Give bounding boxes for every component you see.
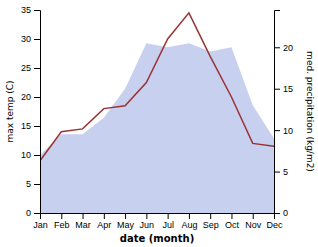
tick: 10 <box>274 126 293 136</box>
tick: May <box>117 213 135 230</box>
tick-label: Dec <box>266 220 283 230</box>
tick-mark <box>274 172 280 173</box>
tick-label: 0 <box>283 208 288 218</box>
tick-mark <box>125 213 126 219</box>
tick: Dec <box>266 213 283 230</box>
plot-area <box>40 13 274 213</box>
tick-mark <box>34 126 40 127</box>
tick-mark <box>104 213 105 219</box>
tick-label: 20 <box>21 92 31 102</box>
y-axis: 0 5 10 15 20 25 30 35 <box>21 5 41 218</box>
tick-mark <box>274 89 280 90</box>
tick-label: Nov <box>245 220 262 230</box>
tick: Apr <box>97 213 111 230</box>
tick-label: Oct <box>225 220 240 230</box>
tick-label: 35 <box>21 5 31 15</box>
tick-label: Apr <box>97 220 111 230</box>
tick-label: May <box>117 220 135 230</box>
tick: Mar <box>75 213 91 230</box>
axis-line <box>41 214 275 220</box>
tick: 0 <box>274 208 288 218</box>
tick-label: 30 <box>21 34 31 44</box>
tick-mark <box>146 213 147 219</box>
tick-mark <box>168 213 169 219</box>
tick-mark <box>34 68 40 69</box>
tick-mark <box>34 39 40 40</box>
tick: 5 <box>274 167 288 177</box>
tick-label: 0 <box>26 208 31 218</box>
tick-mark <box>274 130 280 131</box>
tick-label: 5 <box>283 167 288 177</box>
y2-axis-title: med. precipitation (kg/m2) <box>305 51 315 172</box>
tick-mark <box>189 213 190 219</box>
tick-mark <box>34 10 40 11</box>
axis-line <box>34 11 41 214</box>
tick: 0 <box>26 208 40 218</box>
tick-label: 20 <box>283 43 293 53</box>
tick-mark <box>34 97 40 98</box>
tick-mark <box>210 213 211 219</box>
tick-mark <box>231 213 232 219</box>
tick: Jan <box>33 213 48 230</box>
tick-label: 25 <box>21 63 31 73</box>
axis-line <box>275 11 281 214</box>
y-axis-title: max temp (C) <box>5 80 15 142</box>
precip-area <box>40 43 274 213</box>
tick-label: 5 <box>26 179 31 189</box>
tick: 15 <box>21 121 40 131</box>
temp-line <box>40 13 274 161</box>
tick-mark <box>253 213 254 219</box>
tick-label: 15 <box>283 84 293 94</box>
tick: 20 <box>274 43 293 53</box>
tick: Oct <box>225 213 240 230</box>
x-axis-title: date (month) <box>120 233 194 244</box>
tick: 5 <box>26 179 40 189</box>
tick: 10 <box>21 150 40 160</box>
tick-mark <box>34 155 40 156</box>
tick: 20 <box>21 92 40 102</box>
tick-label: Sep <box>203 220 219 230</box>
tick-label: Aug <box>181 220 197 230</box>
tick: Feb <box>54 213 70 230</box>
tick-label: Mar <box>75 220 91 230</box>
chart: JanFebMarAprMayJunJulAugSepOctNovDec0510… <box>0 0 318 247</box>
tick: Jun <box>140 213 155 230</box>
tick-label: Jul <box>162 220 174 230</box>
tick-label: Jun <box>140 220 155 230</box>
tick-label: Jan <box>33 220 48 230</box>
tick-label: 10 <box>283 126 293 136</box>
tick-mark <box>274 47 280 48</box>
tick: 30 <box>21 34 40 44</box>
tick: 35 <box>21 5 40 15</box>
tick-mark <box>34 213 40 214</box>
tick: Aug <box>181 213 197 230</box>
tick: 15 <box>274 84 293 94</box>
tick: Jul <box>162 213 174 230</box>
tick-mark <box>274 213 280 214</box>
x-axis: Jan Feb Mar Apr May Jun Jul Aug Sep Oct Nov Dec <box>33 213 283 230</box>
tick-label: Feb <box>54 220 70 230</box>
tick-label: 15 <box>21 121 31 131</box>
tick-label: 10 <box>21 150 31 160</box>
tick-mark <box>83 213 84 219</box>
tick: 25 <box>21 63 40 73</box>
tick-mark <box>34 184 40 185</box>
y2-axis: 0 5 10 15 20 <box>274 11 293 219</box>
tick: Nov <box>245 213 262 230</box>
tick: Sep <box>203 213 219 230</box>
tick-mark <box>61 213 62 219</box>
